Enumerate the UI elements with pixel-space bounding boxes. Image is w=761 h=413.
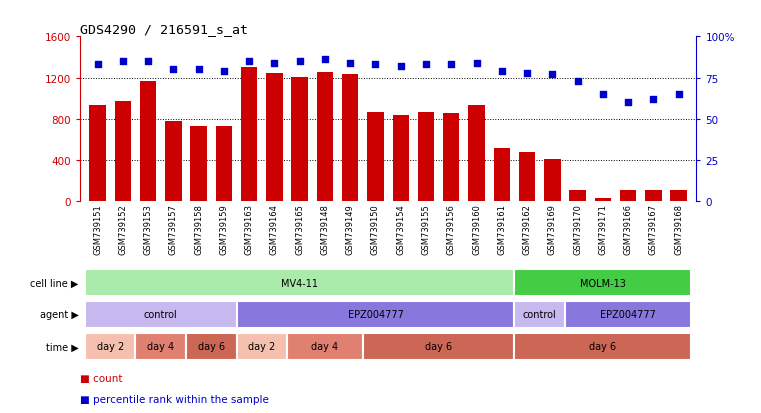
Text: EPZ004777: EPZ004777 xyxy=(600,310,656,320)
Bar xyxy=(140,81,156,202)
Bar xyxy=(241,68,257,202)
Text: day 4: day 4 xyxy=(147,342,174,351)
Bar xyxy=(237,301,514,328)
Point xyxy=(673,92,685,98)
Point xyxy=(470,60,482,67)
Point xyxy=(142,59,154,65)
Bar xyxy=(544,160,561,202)
Bar xyxy=(186,333,237,360)
Text: control: control xyxy=(523,310,556,320)
Bar xyxy=(115,102,131,202)
Bar xyxy=(363,333,514,360)
Text: day 2: day 2 xyxy=(248,342,275,351)
Point xyxy=(116,59,129,65)
Point xyxy=(369,62,381,69)
Bar xyxy=(519,152,535,202)
Point xyxy=(420,62,432,69)
Bar xyxy=(468,106,485,202)
Point xyxy=(344,60,356,67)
Bar xyxy=(85,333,135,360)
Text: day 2: day 2 xyxy=(97,342,124,351)
Point xyxy=(395,64,407,70)
Bar xyxy=(190,127,207,202)
Bar xyxy=(514,301,565,328)
Bar xyxy=(89,106,106,202)
Point xyxy=(269,60,281,67)
Point xyxy=(218,69,230,75)
Text: cell line ▶: cell line ▶ xyxy=(30,278,78,288)
Bar xyxy=(594,199,611,202)
Bar xyxy=(418,112,435,202)
Bar xyxy=(443,114,460,202)
Bar xyxy=(620,191,636,202)
Point xyxy=(91,62,103,69)
Point xyxy=(193,67,205,74)
Bar xyxy=(565,301,691,328)
Point xyxy=(167,67,180,74)
Bar xyxy=(342,75,358,202)
Bar xyxy=(291,77,308,202)
Bar xyxy=(569,191,586,202)
Point xyxy=(445,62,457,69)
Bar xyxy=(645,191,661,202)
Text: day 4: day 4 xyxy=(311,342,339,351)
Point xyxy=(319,57,331,64)
Text: MV4-11: MV4-11 xyxy=(282,278,318,288)
Bar xyxy=(85,270,514,296)
Point xyxy=(495,69,508,75)
Bar xyxy=(317,73,333,202)
Point xyxy=(243,59,255,65)
Text: time ▶: time ▶ xyxy=(46,342,78,351)
Point xyxy=(521,70,533,77)
Text: EPZ004777: EPZ004777 xyxy=(348,310,403,320)
Text: ■ count: ■ count xyxy=(80,373,123,383)
Point xyxy=(546,72,559,78)
Text: agent ▶: agent ▶ xyxy=(40,310,78,320)
Point xyxy=(572,78,584,85)
Bar xyxy=(494,148,510,202)
Text: ■ percentile rank within the sample: ■ percentile rank within the sample xyxy=(80,394,269,404)
Text: MOLM-13: MOLM-13 xyxy=(580,278,626,288)
Point xyxy=(648,97,660,103)
Bar xyxy=(287,333,363,360)
Bar xyxy=(237,333,287,360)
Bar xyxy=(514,333,691,360)
Bar xyxy=(85,301,237,328)
Bar xyxy=(135,333,186,360)
Point xyxy=(294,59,306,65)
Point xyxy=(597,92,609,98)
Text: GDS4290 / 216591_s_at: GDS4290 / 216591_s_at xyxy=(80,23,248,36)
Text: day 6: day 6 xyxy=(198,342,224,351)
Text: control: control xyxy=(144,310,177,320)
Bar xyxy=(368,112,384,202)
Text: day 6: day 6 xyxy=(589,342,616,351)
Bar xyxy=(215,127,232,202)
Text: day 6: day 6 xyxy=(425,342,452,351)
Bar xyxy=(514,270,691,296)
Bar xyxy=(165,121,182,202)
Point xyxy=(622,100,634,107)
Bar xyxy=(393,116,409,202)
Bar xyxy=(266,74,282,202)
Bar xyxy=(670,191,687,202)
